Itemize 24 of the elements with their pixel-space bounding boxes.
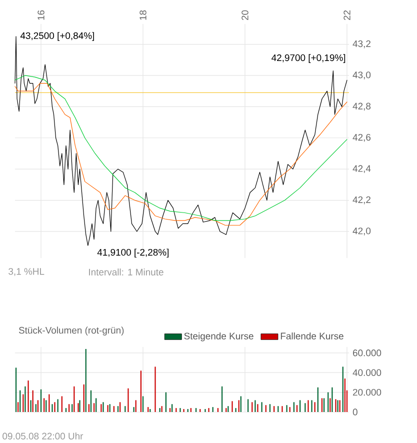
y-tick-label: 42,2 bbox=[352, 196, 370, 204]
y-tick-label: 40.000 bbox=[352, 369, 382, 376]
legend-label: Fallende Kurse bbox=[280, 332, 344, 340]
annotation: 43,2500 [+0,84%] bbox=[20, 32, 94, 41]
x-tick-label: 20 bbox=[242, 10, 248, 20]
annotation: 41,9100 [-2,28%] bbox=[97, 248, 169, 258]
chart-title: Stück-Volumen (rot-grün) bbox=[18, 326, 124, 336]
y-tick-label: 60.000 bbox=[353, 350, 382, 356]
x-tick-label: 18 bbox=[140, 10, 146, 20]
y-tick-label: 42,6 bbox=[352, 134, 371, 142]
y-tick-label: 0 bbox=[352, 408, 358, 416]
y-tick-label: 43,0 bbox=[352, 72, 371, 80]
x-tick-label: 22 bbox=[344, 10, 350, 20]
text: 09.05.08 22:00 Uhr bbox=[2, 432, 84, 440]
legend-label: Steigende Kurse bbox=[184, 332, 254, 342]
y-tick-label: 42,8 bbox=[352, 102, 371, 111]
x-tick-label: 16 bbox=[38, 10, 44, 20]
y-tick-label: 20.000 bbox=[352, 388, 382, 396]
y-tick-label: 42,4 bbox=[352, 165, 371, 173]
text: Intervall: 1 Minute bbox=[89, 268, 164, 276]
y-tick-label: 43,2 bbox=[352, 40, 370, 48]
text: 3,1 %HL bbox=[8, 268, 44, 276]
annotation: 42,9700 [+0,19%] bbox=[272, 54, 346, 63]
y-tick-label: 42,0 bbox=[352, 228, 371, 236]
